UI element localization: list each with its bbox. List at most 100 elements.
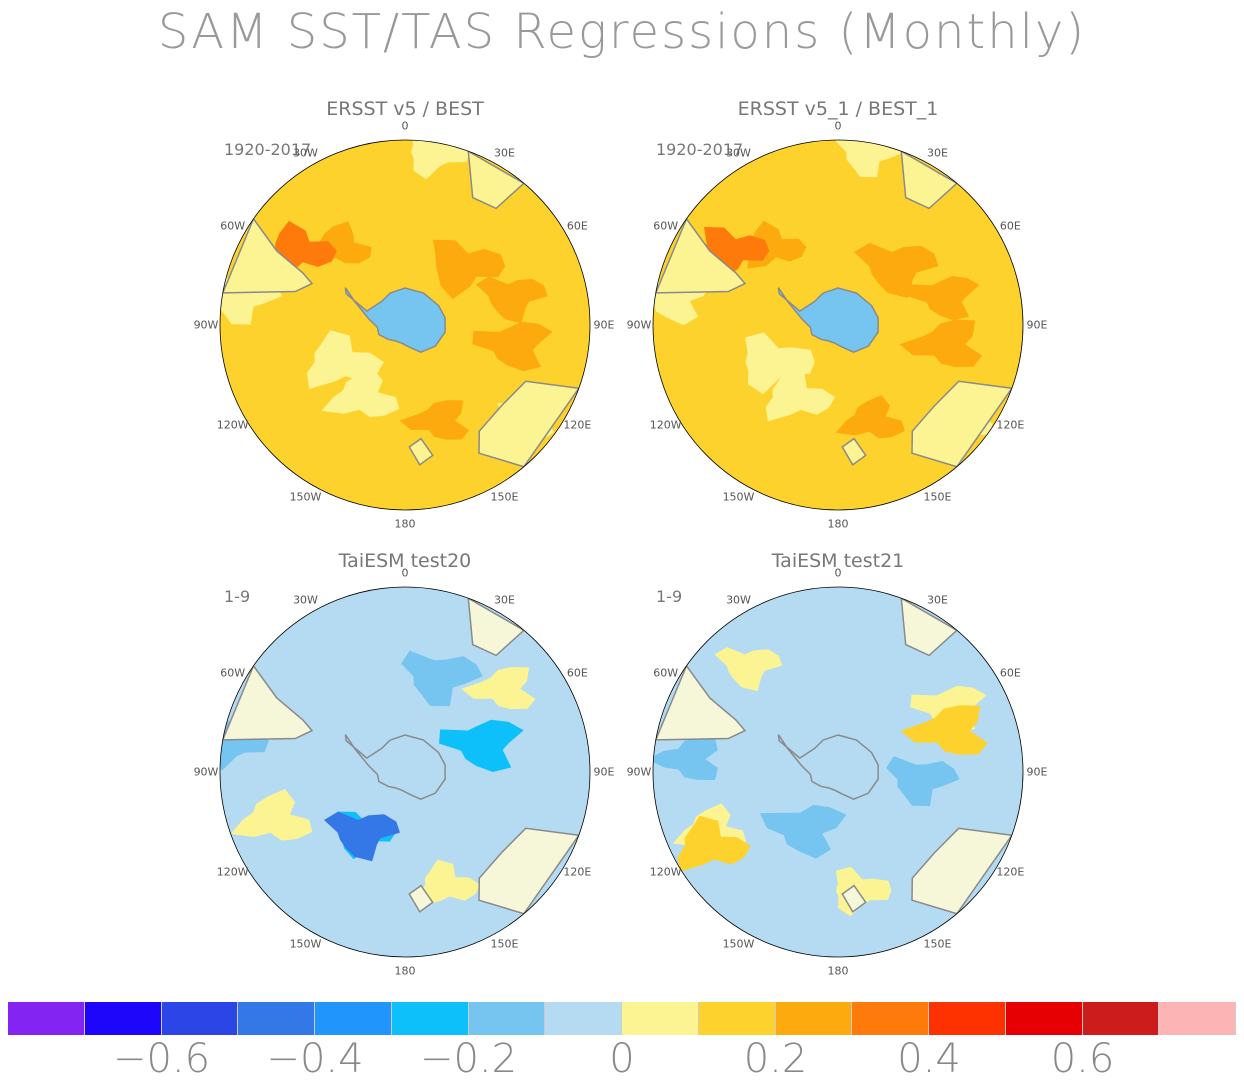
colorbar-tick-label: 0.6: [1050, 1036, 1115, 1082]
panel-4-lon-label: 150W: [722, 937, 755, 951]
panel-3-continent: [408, 884, 434, 913]
panel-1-lon-label: 150E: [490, 490, 519, 504]
panel-3-period: 1-9: [224, 587, 251, 606]
panel-3-antarctica: [344, 734, 446, 801]
panel-2-continent: [900, 149, 959, 210]
colorbar-swatch: [468, 1002, 546, 1035]
panel-2-contour-patch: [854, 242, 939, 298]
panel-1-lon-label: 0: [401, 119, 409, 133]
panel-3-lon-label: 180: [394, 964, 416, 978]
panel-1-lon-label: 60E: [566, 219, 588, 232]
panel-2-lon-label: 180: [827, 517, 849, 531]
panel-3-lon-label: 30E: [494, 593, 515, 607]
panel-3-contour-patch: [401, 650, 483, 707]
panel-2-contour-patch: [907, 276, 980, 321]
panel-4-lon-label: 90E: [1026, 765, 1048, 779]
colorbar-swatch: [1159, 1002, 1236, 1035]
colorbar-swatch: [698, 1002, 776, 1035]
panel-3-lon-label: 150E: [490, 937, 519, 951]
colorbar-swatch: [929, 1002, 1006, 1035]
panel-1-map: [219, 139, 591, 511]
panel-4-lon-label: 30W: [726, 593, 751, 607]
colorbar: [8, 1002, 1236, 1035]
colorbar-tick-label: −0.6: [112, 1036, 211, 1082]
panel-2-continent: [841, 437, 867, 466]
panel-4-lon-label: 30E: [927, 593, 948, 607]
panel-3-lon-label: 60E: [566, 666, 588, 679]
colorbar-swatch: [1005, 1002, 1083, 1035]
panel-3-lon-label: 150W: [289, 937, 322, 951]
panel-4-contour-patch: [900, 705, 988, 755]
panel-3-contour-patch: [230, 789, 313, 841]
colorbar-swatch: [622, 1002, 699, 1035]
panel-1-contour-patch: [433, 239, 506, 300]
panel-1-lon-label: 30W: [293, 146, 318, 160]
colorbar-swatch: [852, 1002, 929, 1035]
panel-3-map-border: [219, 586, 591, 958]
panel-1-contour-patch: [472, 321, 553, 372]
colorbar-swatch: [545, 1002, 622, 1035]
panel-4-contour-patch: [653, 738, 718, 780]
panel-1-continent: [467, 149, 526, 210]
panel-1-antarctica: [344, 287, 446, 354]
panel-4-lon-label: 0: [834, 566, 842, 580]
panel-3-lon-label: 30W: [293, 593, 318, 607]
panel-3-contour-patch: [419, 859, 481, 907]
panel-2-contour-patch: [899, 319, 983, 367]
panel-1-contour-patch: [321, 368, 400, 418]
panel-2-contour-patch: [745, 332, 815, 395]
panel-1-lon-label: 90E: [593, 318, 615, 332]
panel-1-continent: [408, 437, 434, 466]
panel-4-contour-patch: [759, 804, 847, 859]
panel-2-contour-patch: [835, 395, 905, 439]
colorbar-swatch: [391, 1002, 469, 1035]
page-title: SAM SST/TAS Regressions (Monthly): [157, 4, 1087, 60]
colorbar-swatch: [84, 1002, 162, 1035]
colorbar-swatch: [8, 1002, 85, 1035]
panel-4-title: TaiESM test21: [771, 550, 905, 572]
panel-1-contour-patch: [307, 330, 384, 389]
panel-2-lon-label: 60E: [999, 219, 1021, 232]
panel-2-title: ERSST v5_1 / BEST_1: [737, 98, 939, 120]
panel-2-lon-label: 90W: [626, 318, 652, 332]
panel-2-lon-label: 30E: [927, 146, 948, 160]
panel-4-contour-patch: [677, 815, 751, 872]
panel-3-lon-label: 90W: [193, 765, 219, 779]
panel-1-lon-label: 180: [394, 517, 416, 531]
panel-2-lon-label: 150W: [722, 490, 755, 504]
colorbar-tick-label: 0.2: [743, 1036, 808, 1082]
panel-1-contour-patch: [399, 400, 470, 440]
colorbar-swatch: [775, 1002, 853, 1035]
colorbar-swatch: [161, 1002, 239, 1035]
panel-2-lon-label: 120W: [649, 418, 682, 431]
panel-2-lon-label: 0: [834, 119, 842, 133]
panel-3-contour-patch: [439, 719, 524, 772]
panel-4-lon-label: 60W: [653, 666, 679, 679]
panel-3-lon-label: 0: [401, 566, 409, 580]
panel-4-lon-label: 90W: [626, 765, 652, 779]
panel-4-lon-label: 120E: [996, 865, 1025, 878]
panel-4-antarctica: [777, 734, 879, 801]
panel-4-period: 1-9: [656, 587, 683, 606]
panel-2-lon-label: 60W: [653, 219, 679, 232]
panel-2-lon-label: 30W: [726, 146, 751, 160]
panel-3-continent: [467, 596, 526, 657]
panel-4-contour-patch: [886, 756, 960, 807]
panel-4-map-border: [652, 586, 1024, 958]
panel-4-lon-label: 150E: [923, 937, 952, 951]
panel-1-contour-patch: [411, 140, 471, 180]
panel-1-period: 1920-2017: [224, 140, 312, 159]
panel-1-lon-label: 120E: [563, 418, 592, 431]
panel-3-lon-label: 120E: [563, 865, 592, 878]
panel-3-contour-patch: [324, 811, 400, 862]
panel-4-lon-label: 180: [827, 964, 849, 978]
panel-1-title: ERSST v5 / BEST: [326, 98, 484, 120]
panel-4-continent: [900, 596, 959, 657]
panel-2-map-border: [652, 139, 1024, 511]
panel-4-lon-label: 60E: [999, 666, 1021, 679]
panel-3-title: TaiESM test20: [338, 550, 472, 572]
panel-1-lon-label: 30E: [494, 146, 515, 160]
panel-2-lon-label: 90E: [1026, 318, 1048, 332]
panel-1-map-border: [219, 139, 591, 511]
colorbar-tick-label: 0.4: [897, 1036, 961, 1082]
